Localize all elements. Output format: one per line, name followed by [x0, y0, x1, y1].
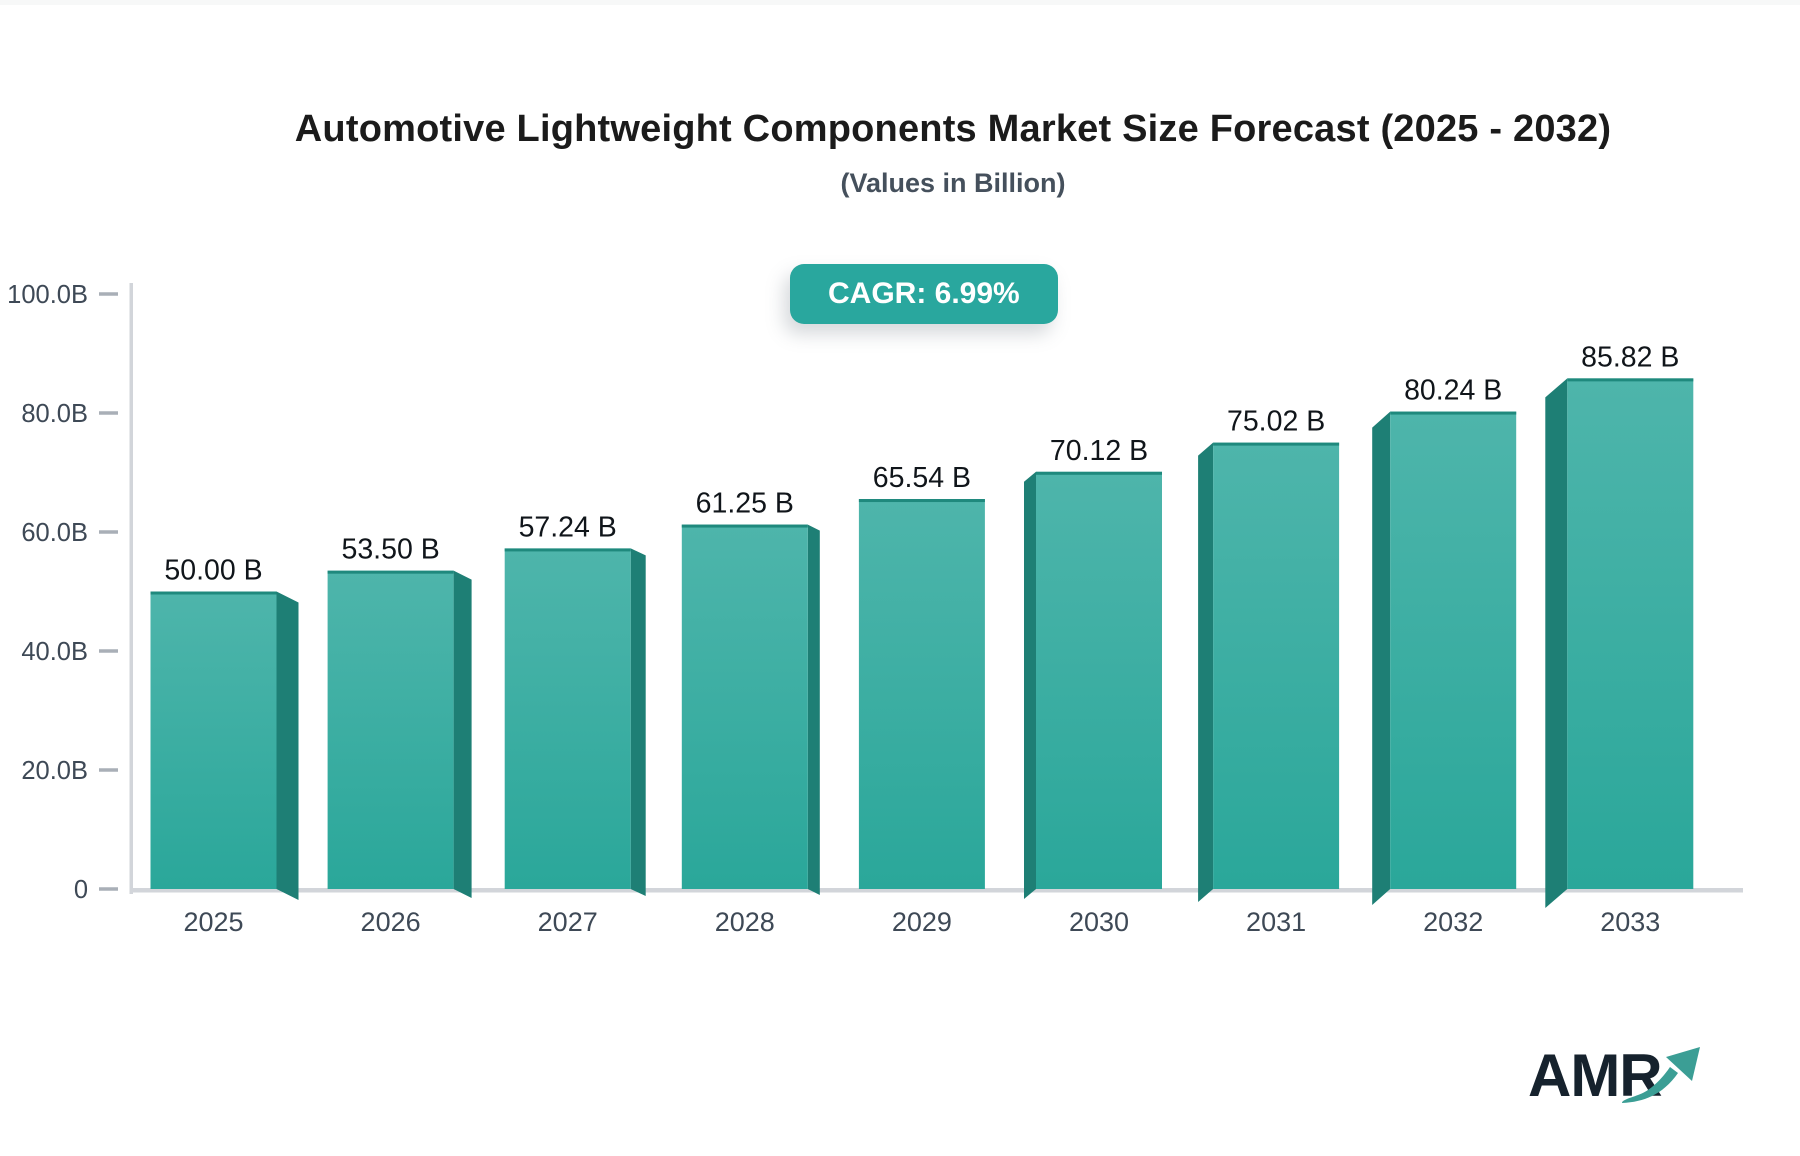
bar-side-face	[1545, 378, 1568, 909]
bar-front-face	[1567, 378, 1694, 889]
x-category-label: 2033	[1600, 907, 1660, 937]
y-tick-label: 80.0B	[21, 400, 88, 428]
bar-value-label: 80.24 B	[1404, 375, 1502, 407]
bar-front-face	[858, 499, 985, 889]
bar-2029: 65.54 B 2029	[858, 462, 985, 937]
bar-front-face	[1036, 471, 1162, 889]
bar-value-label: 85.82 B	[1581, 341, 1679, 373]
bar-front-face	[1213, 442, 1340, 889]
bar-top-edge	[1567, 378, 1694, 382]
bar-top-edge	[504, 548, 631, 552]
bar-2028: 61.25 B 2028	[681, 488, 820, 937]
bar-2025: 50.00 B 2025	[150, 555, 299, 937]
chart-subtitle: (Values in Billion)	[840, 167, 1066, 198]
y-tick-label: 0	[74, 876, 88, 904]
bar-value-label: 57.24 B	[519, 511, 617, 543]
x-category-label: 2027	[538, 907, 598, 937]
y-tick-mark	[99, 649, 118, 653]
chart-title: Automotive Lightweight Components Market…	[294, 108, 1612, 150]
x-category-label: 2030	[1069, 907, 1129, 937]
y-tick-label: 40.0B	[21, 638, 88, 666]
bar-front-face	[150, 591, 277, 889]
y-tick-mark	[99, 887, 118, 891]
bar-value-label: 75.02 B	[1227, 406, 1325, 438]
bar-2031: 75.02 B 2031	[1198, 406, 1340, 937]
bar-2026: 53.50 B 2026	[327, 534, 472, 937]
y-tick-mark	[99, 411, 118, 415]
bar-value-label: 50.00 B	[164, 555, 262, 587]
chart-header: Automotive Lightweight Components Market…	[53, 108, 1800, 199]
bar-top-edge	[1036, 471, 1162, 475]
y-axis-line	[129, 283, 133, 894]
x-category-label: 2026	[361, 907, 421, 937]
x-category-label: 2031	[1246, 907, 1306, 937]
amr-logo: AMR	[1528, 1041, 1728, 1131]
y-tick-mark	[99, 292, 118, 296]
bar-2032: 80.24 B 2032	[1372, 375, 1517, 937]
bar-2030: 70.12 B 2030	[1024, 435, 1162, 937]
bar-front-face	[504, 548, 631, 889]
y-tick-mark	[99, 530, 118, 534]
y-tick-label: 20.0B	[21, 757, 88, 785]
bar-top-edge	[681, 524, 808, 528]
bar-2027: 57.24 B 2027	[504, 511, 646, 937]
cagr-badge: CAGR: 6.99%	[790, 264, 1058, 324]
x-category-label: 2032	[1423, 907, 1483, 937]
bar-value-label: 70.12 B	[1050, 435, 1148, 467]
x-axis-line	[129, 888, 1743, 893]
bar-value-label: 53.50 B	[341, 534, 439, 566]
bar-side-face	[807, 524, 820, 895]
y-tick-label: 60.0B	[21, 519, 88, 547]
bar-top-edge	[858, 499, 985, 503]
bar-side-face	[453, 570, 472, 898]
bar-front-face	[327, 570, 454, 889]
bar-top-edge	[1213, 442, 1340, 446]
bar-top-edge	[327, 570, 454, 574]
bar-side-face	[1198, 442, 1214, 902]
bar-side-face	[1024, 471, 1036, 899]
bar-chart: 100.0B 80.0B 60.0B 40.0B 20.0B 0 50.00 B 2025 53…	[7, 281, 1743, 937]
bar-front-face	[681, 524, 808, 889]
bar-side-face	[630, 548, 646, 896]
y-tick-mark	[99, 768, 118, 772]
bar-top-edge	[1390, 411, 1517, 415]
trend-up-arrow-icon	[1622, 1047, 1700, 1103]
x-category-label: 2025	[183, 907, 243, 937]
bar-front-face	[1390, 411, 1517, 889]
x-category-label: 2028	[715, 907, 775, 937]
bar-value-label: 65.54 B	[873, 462, 971, 494]
x-category-label: 2029	[892, 907, 952, 937]
bar-side-face	[1372, 411, 1391, 905]
y-tick-label: 100.0B	[7, 281, 88, 309]
bar-2033: 85.82 B 2033	[1545, 341, 1694, 937]
bar-top-edge	[150, 591, 277, 595]
bar-side-face	[276, 591, 299, 900]
bar-value-label: 61.25 B	[696, 488, 794, 520]
